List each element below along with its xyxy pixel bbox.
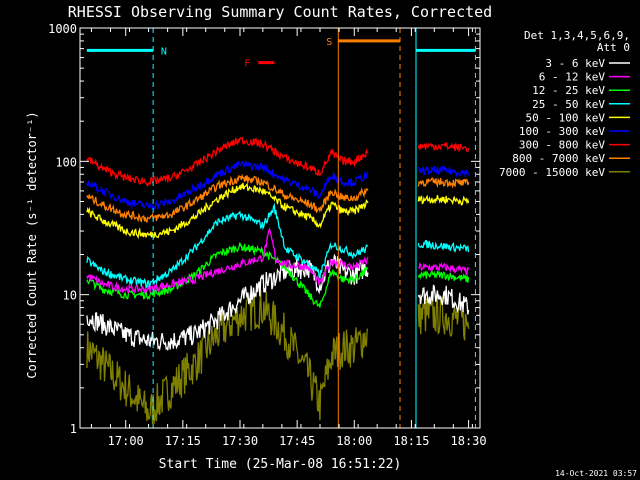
series-line-4-seg-0 [86, 182, 369, 240]
series-line-7-seg-0 [86, 173, 369, 223]
plot-area: N S F [86, 28, 476, 428]
legend-label-6: 300 - 800 keV [519, 139, 605, 152]
legend-label-5: 100 - 300 keV [519, 125, 605, 138]
chart-title: RHESSI Observing Summary Count Rates, Co… [68, 3, 492, 21]
y-tick-label-1: 10 [63, 289, 77, 303]
legend-label-3: 25 - 50 keV [532, 98, 605, 111]
series-line-1-seg-1 [418, 262, 470, 276]
legend-label-8: 7000 - 15000 keV [499, 166, 605, 179]
series-line-1-seg-0 [86, 227, 369, 294]
plot-frame [79, 27, 481, 429]
series-line-0-seg-1 [417, 284, 470, 315]
x-tick-label-3: 17:45 [279, 434, 315, 448]
legend-label-4: 50 - 100 keV [526, 111, 606, 124]
y-axis-label: Corrected Count Rate (s⁻¹ detector⁻¹) [25, 111, 39, 378]
flag-label-F: F [244, 59, 250, 70]
legend-label-1: 6 - 12 keV [539, 71, 606, 84]
legend-label-2: 12 - 25 keV [532, 84, 605, 97]
legend-label-7: 800 - 7000 keV [512, 152, 605, 165]
series-line-5-seg-0 [86, 159, 369, 211]
x-axis-label: Start Time (25-Mar-08 16:51:22) [159, 457, 402, 472]
x-tick-label-4: 18:00 [336, 434, 372, 448]
series-line-3-seg-0 [86, 202, 369, 289]
series-line-8-seg-0 [86, 290, 369, 425]
series-line-4-seg-1 [417, 194, 470, 206]
x-tick-label-5: 18:15 [393, 434, 429, 448]
series-line-3-seg-1 [417, 239, 470, 253]
series-line-6-seg-1 [417, 142, 470, 153]
series-line-2-seg-0 [86, 242, 369, 308]
y-tick-label-3: 1000 [48, 22, 77, 36]
x-tick-label-2: 17:30 [222, 434, 258, 448]
axes: 1 10 100 1000 17:00 17:15 17:30 17:45 18:00 18:15… [48, 22, 487, 448]
legend-label-0: 3 - 6 keV [545, 57, 605, 70]
timestamp: 14-Oct-2021 03:57 [555, 469, 637, 478]
legend-header-line-1: Det 1,3,4,5,6,9, [524, 29, 630, 42]
x-tick-label-6: 18:30 [451, 434, 487, 448]
y-tick-label-2: 100 [55, 155, 77, 169]
x-tick-label-0: 17:00 [108, 434, 144, 448]
flag-label-N: N [161, 46, 167, 57]
flag-label-S: S [326, 37, 332, 48]
series-line-0-seg-0 [86, 253, 369, 352]
y-tick-label-0: 1 [70, 422, 77, 436]
series-line-2-seg-1 [417, 269, 470, 283]
x-tick-label-1: 17:15 [165, 434, 201, 448]
legend-header-line-2: Att 0 [597, 41, 630, 54]
series-line-7-seg-1 [417, 177, 470, 189]
series-line-6-seg-0 [86, 136, 369, 187]
series-line-5-seg-1 [418, 164, 470, 178]
